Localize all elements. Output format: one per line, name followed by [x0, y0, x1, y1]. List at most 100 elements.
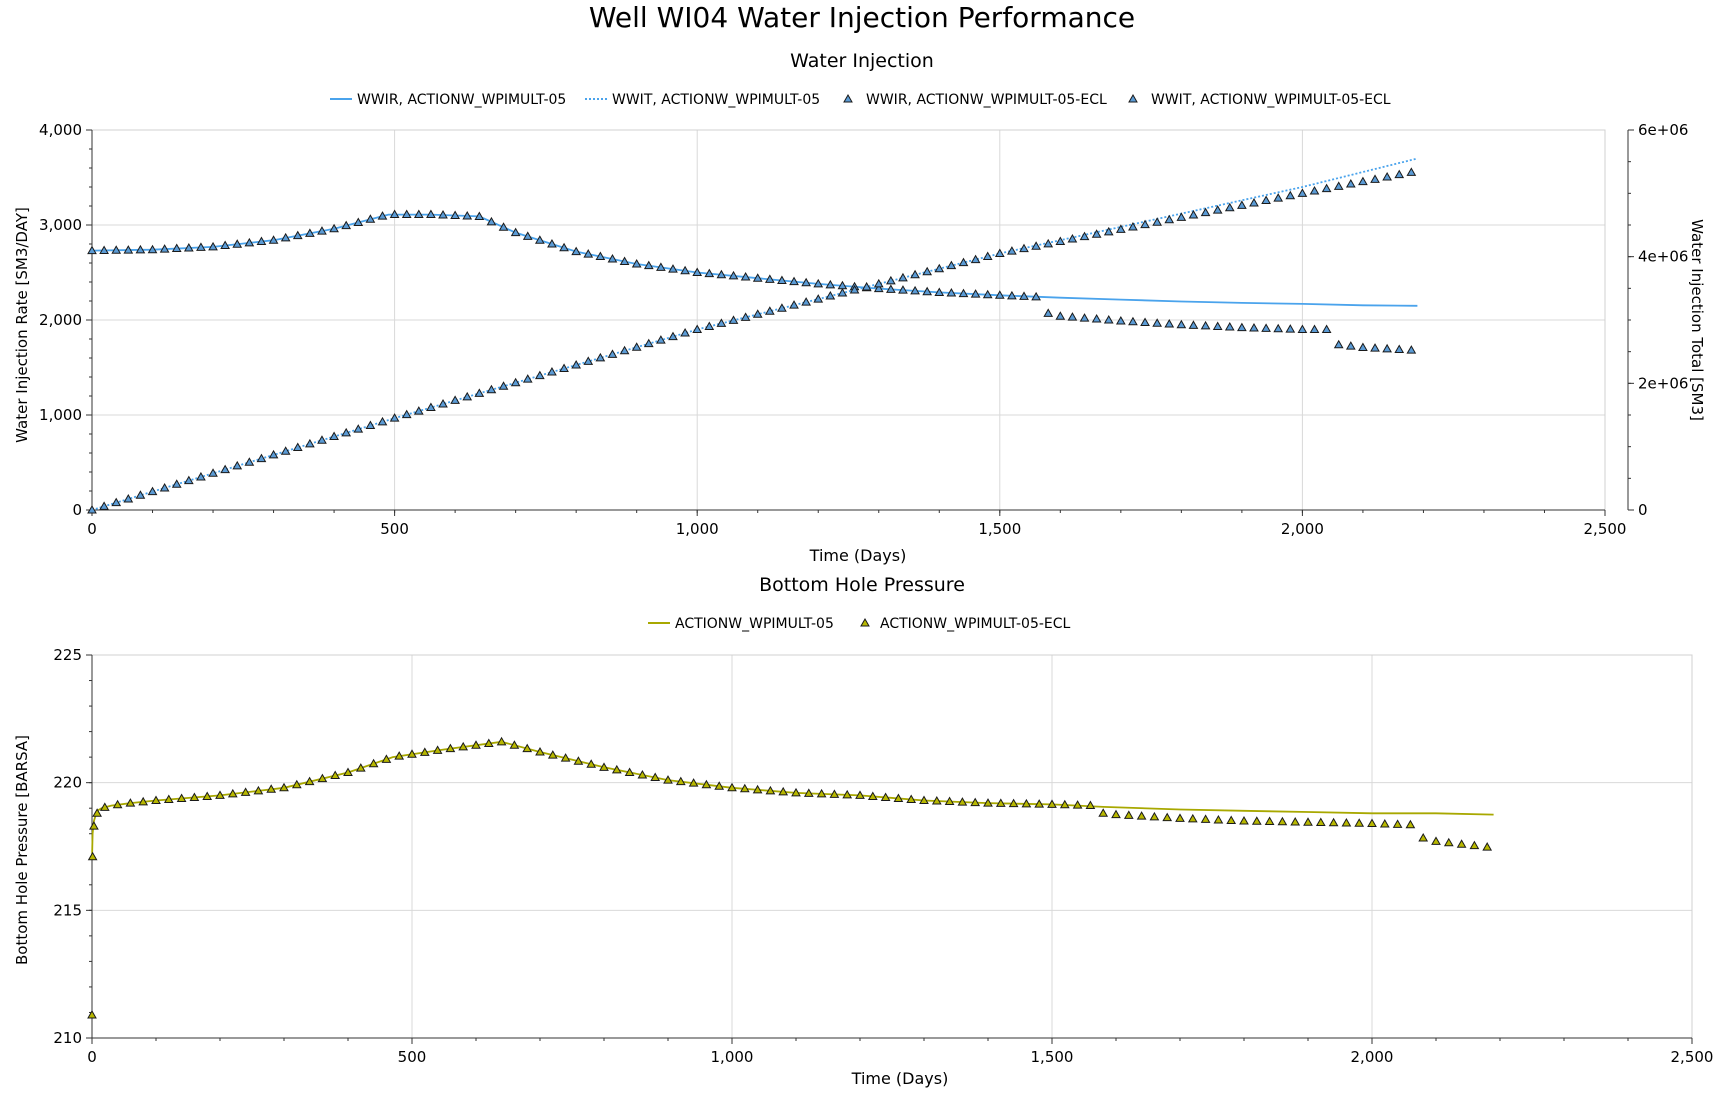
x-tick-label: 2,000	[1281, 520, 1324, 538]
series-wwit-ecl-point	[970, 254, 981, 264]
series-wwit-ecl-point	[1406, 167, 1417, 176]
series-bhp-ecl-point	[586, 759, 597, 768]
series-bhp-ecl-point	[89, 821, 99, 830]
series-wwir-ecl-point	[1224, 322, 1235, 331]
series-wwit-ecl-point	[1333, 181, 1344, 190]
series-wwit-ecl-point	[1067, 234, 1078, 243]
series-wwit-ecl-point	[256, 453, 267, 463]
series-wwit-ecl-point	[559, 363, 569, 373]
series-bhp-ecl-point	[1405, 819, 1416, 829]
series-wwir-ecl-point	[680, 265, 690, 275]
y-tick-label: 4,000	[39, 121, 82, 139]
series-wwir-ecl-point	[764, 274, 775, 283]
series-bhp-ecl-point	[355, 763, 366, 772]
series-wwit-ecl-point	[1055, 236, 1066, 245]
series-wwit-ecl-point	[728, 315, 739, 324]
series-wwit-ecl-point	[1345, 178, 1356, 188]
series-wwit-ecl-point	[305, 438, 315, 448]
series-wwir-ecl-point	[462, 210, 473, 220]
series-wwir-ecl-point	[777, 275, 787, 284]
series-bhp-ecl-point	[893, 793, 904, 802]
series-bhp-ecl-point	[778, 786, 789, 796]
y-tick-label: 0	[72, 501, 82, 519]
y-tick-label: 210	[53, 1029, 82, 1047]
series-wwir-ecl-point	[329, 223, 339, 233]
series-bhp-ecl-point	[176, 793, 187, 802]
series-wwir-ecl-point	[752, 273, 763, 282]
series-wwit-ecl-point	[220, 464, 231, 474]
series-wwit-ecl-point	[1043, 238, 1054, 248]
series-wwit-ecl-point	[813, 294, 824, 303]
series-wwit-ecl-point	[547, 367, 557, 376]
series-wwir-ecl-point	[232, 239, 243, 248]
series-wwit-ecl-point	[111, 497, 122, 507]
series-bhp-ecl-point	[330, 770, 341, 780]
series-wwit-ecl-point	[668, 331, 678, 341]
chart1-y2-axis-label: Water Injection Total [SM3]	[1688, 219, 1706, 421]
series-wwit-ecl-point	[87, 504, 97, 514]
series-wwit-ecl-point	[534, 370, 545, 380]
series-bhp-ecl-point	[1354, 818, 1365, 827]
series-wwir-ecl-point	[886, 284, 896, 293]
chart2-x-axis-label: Time (Days)	[851, 1069, 949, 1088]
series-wwir-ecl-point	[607, 254, 618, 263]
series-wwit-ecl-point	[377, 416, 388, 426]
series-bhp-ecl-point	[1059, 799, 1070, 809]
series-wwit-ecl-point	[1164, 214, 1175, 224]
series-wwit-ecl-point	[777, 303, 787, 312]
series-bhp-ecl-point	[803, 788, 814, 797]
series-wwit-ecl-point	[171, 479, 182, 488]
series-bhp-ecl-point	[637, 769, 648, 779]
series-wwir-ecl-point	[801, 277, 811, 287]
series-wwit-ecl-point	[450, 395, 460, 404]
series-wwir-ecl-point	[1188, 320, 1199, 329]
series-wwit-ecl-point	[1176, 212, 1187, 221]
series-wwir-ecl-point	[268, 235, 279, 244]
series-bhp-ecl-point	[1187, 813, 1198, 823]
series-bhp-ecl-point	[611, 764, 622, 774]
series-wwit-ecl-point	[1224, 202, 1235, 212]
series-bhp-ecl-point	[624, 767, 635, 776]
series-bhp-ecl-point	[419, 747, 430, 756]
series-wwir-ecl-point	[934, 287, 945, 296]
series-bhp-ecl-point	[1277, 816, 1288, 826]
series-bhp-ecl-point	[227, 788, 238, 798]
series-bhp-ecl-point	[240, 787, 251, 796]
series-wwir-ecl-point	[1067, 312, 1078, 321]
series-wwir-ecl-point	[171, 243, 182, 253]
page-title: Well WI04 Water Injection Performance	[589, 1, 1135, 34]
series-wwir-ecl-point	[534, 235, 545, 244]
series-bhp-ecl-point	[650, 772, 661, 782]
y2-tick-label: 6e+06	[1638, 121, 1688, 139]
series-bhp-ecl-point	[138, 796, 149, 806]
series-wwit-ecl-point	[208, 468, 218, 477]
series-bhp-ecl-point	[458, 741, 469, 751]
series-wwir-ecl-point	[873, 283, 884, 293]
series-bhp-ecl-point	[1111, 809, 1121, 819]
chart2-y-axis-label: Bottom Hole Pressure [BARSA]	[13, 735, 31, 965]
series-bhp-ecl-point	[1367, 818, 1377, 828]
series-wwir-ecl-point	[946, 288, 957, 297]
series-wwir-ecl-point	[135, 244, 146, 254]
series-wwir-ecl-point	[656, 262, 666, 271]
series-bhp-ecl-point	[99, 802, 110, 811]
series-bhp-sim-line	[91, 740, 1494, 860]
series-wwir-ecl-point	[1394, 344, 1405, 353]
chart2-legend: ACTIONW_WPIMULT-05 ACTIONW_WPIMULT-05-EC…	[648, 616, 1071, 632]
series-wwit-ecl-point	[1152, 217, 1163, 226]
y2-tick-label: 4e+06	[1638, 248, 1688, 266]
series-bhp-ecl-point	[765, 785, 776, 795]
series-bhp-ecl-point	[112, 799, 123, 809]
series-bhp-ecl-point	[867, 791, 878, 800]
series-bhp-ecl-point	[714, 781, 725, 790]
series-bhp-ecl-point	[381, 754, 392, 763]
series-wwit-ecl-point	[789, 300, 799, 309]
series-bhp-ecl-point	[496, 736, 507, 746]
series-wwit-ecl-point	[1140, 219, 1150, 229]
chart1-y-axis-label: Water Injection Rate [SM3/DAY]	[13, 207, 31, 443]
series-wwit-ecl-point	[994, 248, 1005, 257]
series-wwir-ecl-point	[1358, 342, 1368, 352]
series-wwir-ecl-point	[220, 240, 231, 250]
x-tick-label: 500	[380, 520, 409, 538]
series-wwit-ecl-point	[1019, 243, 1029, 253]
